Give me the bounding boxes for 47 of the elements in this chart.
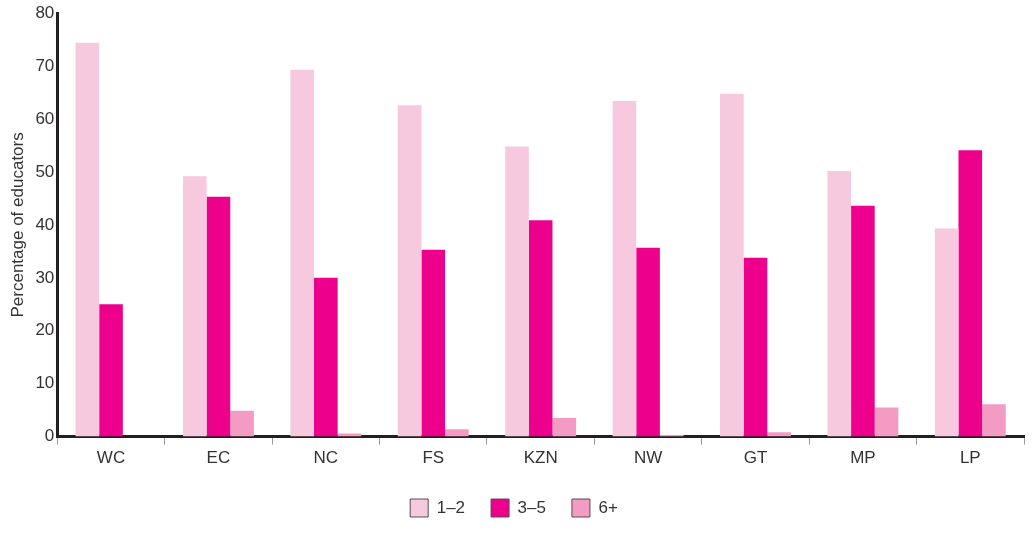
bar [982, 404, 1006, 437]
x-tick-label: EC [206, 448, 231, 468]
bar [75, 42, 100, 437]
y-tick-label: 30 [35, 267, 55, 287]
bar [505, 146, 529, 437]
bar [397, 105, 422, 437]
y-tick-label: 50 [35, 161, 55, 181]
y-axis-title: Percentage of educators [7, 132, 27, 318]
bar [958, 150, 983, 437]
x-tick-label: LP [959, 448, 981, 468]
bar [337, 433, 362, 437]
bar [851, 205, 875, 437]
bar [314, 277, 338, 437]
x-tick-label: MP [850, 448, 876, 468]
bar [767, 432, 791, 437]
legend-label: 3–5 [517, 497, 546, 517]
x-tick-label: KZN [523, 448, 558, 468]
bar [874, 407, 899, 437]
x-tick-label: WC [96, 448, 126, 468]
bar [636, 247, 660, 437]
bar [827, 170, 852, 437]
bar [743, 257, 768, 437]
x-tick-label: NW [633, 448, 663, 468]
y-tick-label: 20 [35, 320, 55, 340]
y-tick-label: 80 [35, 2, 55, 22]
bar [290, 69, 315, 437]
x-tick-label: GT [743, 448, 768, 468]
bar [934, 228, 959, 437]
bar [182, 176, 207, 437]
y-tick-label: 60 [35, 108, 55, 128]
bar [445, 429, 469, 437]
x-tick-label: NC [313, 448, 339, 468]
y-tick-label: 10 [35, 373, 55, 393]
bar [528, 220, 553, 437]
bar [421, 249, 446, 437]
bar [612, 101, 637, 437]
y-tick-label: 0 [44, 426, 55, 446]
legend-label: 6+ [598, 497, 618, 517]
y-tick-label: 70 [35, 55, 55, 75]
bar [552, 418, 577, 437]
legend-label: 1–2 [436, 497, 466, 517]
bar [206, 196, 231, 437]
bar [230, 410, 254, 437]
x-tick-label: FS [422, 448, 445, 468]
bar [720, 93, 744, 437]
bar [99, 304, 123, 437]
y-tick-label: 40 [35, 214, 55, 234]
